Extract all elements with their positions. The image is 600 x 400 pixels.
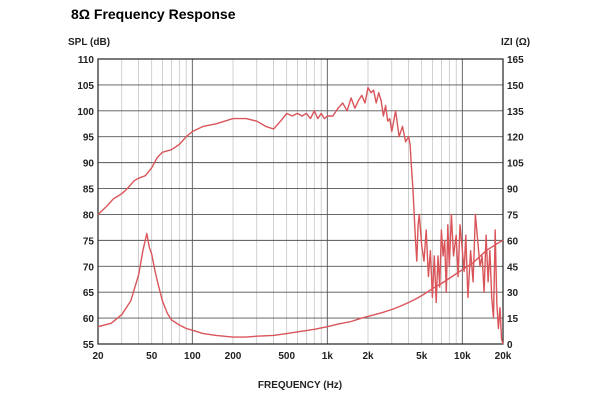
y2-tick-label: 30 [507, 288, 519, 299]
spl-curve [97, 86, 504, 345]
x-tick-label: 1k [322, 351, 334, 362]
y2-tick-label: 90 [507, 185, 519, 196]
y-tick-label: 55 [83, 340, 95, 351]
grid [98, 59, 503, 344]
y-tick-label: 105 [77, 81, 94, 92]
y-tick-label: 70 [83, 262, 95, 273]
plot-frame [97, 58, 504, 345]
x-tick-label: 20 [92, 351, 104, 362]
y-tick-label: 60 [83, 314, 95, 325]
y2-tick-label: 105 [507, 159, 524, 170]
x-tick-label: 100 [184, 351, 201, 362]
y2-tick-label: 0 [507, 340, 513, 351]
y2-tick-label: 45 [507, 262, 519, 273]
y-tick-label: 80 [83, 210, 95, 221]
y2-tick-label: 120 [507, 133, 524, 144]
y2-tick-label: 150 [507, 81, 524, 92]
y2-tick-label: 15 [507, 314, 519, 325]
y2-tick-label: 75 [507, 210, 519, 221]
y2-tick-label: 60 [507, 236, 519, 247]
y-tick-label: 100 [77, 107, 94, 118]
y-tick-label: 85 [83, 185, 95, 196]
y-tick-label: 65 [83, 288, 95, 299]
tick-labels: 20 50 100 200 500 1k 2k 5k 10k 20k 110 105 100 95 90 85… [77, 55, 524, 362]
x-tick-label: 20k [495, 351, 512, 362]
x-tick-label: 10k [454, 351, 471, 362]
x-tick-label: 500 [278, 351, 295, 362]
y-tick-label: 75 [83, 236, 95, 247]
impedance-curve [97, 232, 504, 338]
y2-tick-label: 165 [507, 55, 524, 66]
chart-title: 8Ω Frequency Response [71, 6, 236, 22]
y-axis-label: SPL (dB) [68, 37, 110, 48]
x-tick-label: 50 [146, 351, 158, 362]
x-axis-label: FREQUENCY (Hz) [258, 380, 342, 391]
y-tick-label: 110 [78, 55, 95, 66]
x-tick-label: 2k [362, 351, 374, 362]
y-tick-label: 95 [83, 133, 95, 144]
y-tick-label: 90 [83, 159, 95, 170]
y2-tick-label: 135 [507, 107, 524, 118]
series-layer [97, 86, 504, 345]
x-tick-label: 200 [225, 351, 242, 362]
y2-axis-label: IZI (Ω) [501, 37, 530, 48]
x-tick-label: 5k [416, 351, 428, 362]
